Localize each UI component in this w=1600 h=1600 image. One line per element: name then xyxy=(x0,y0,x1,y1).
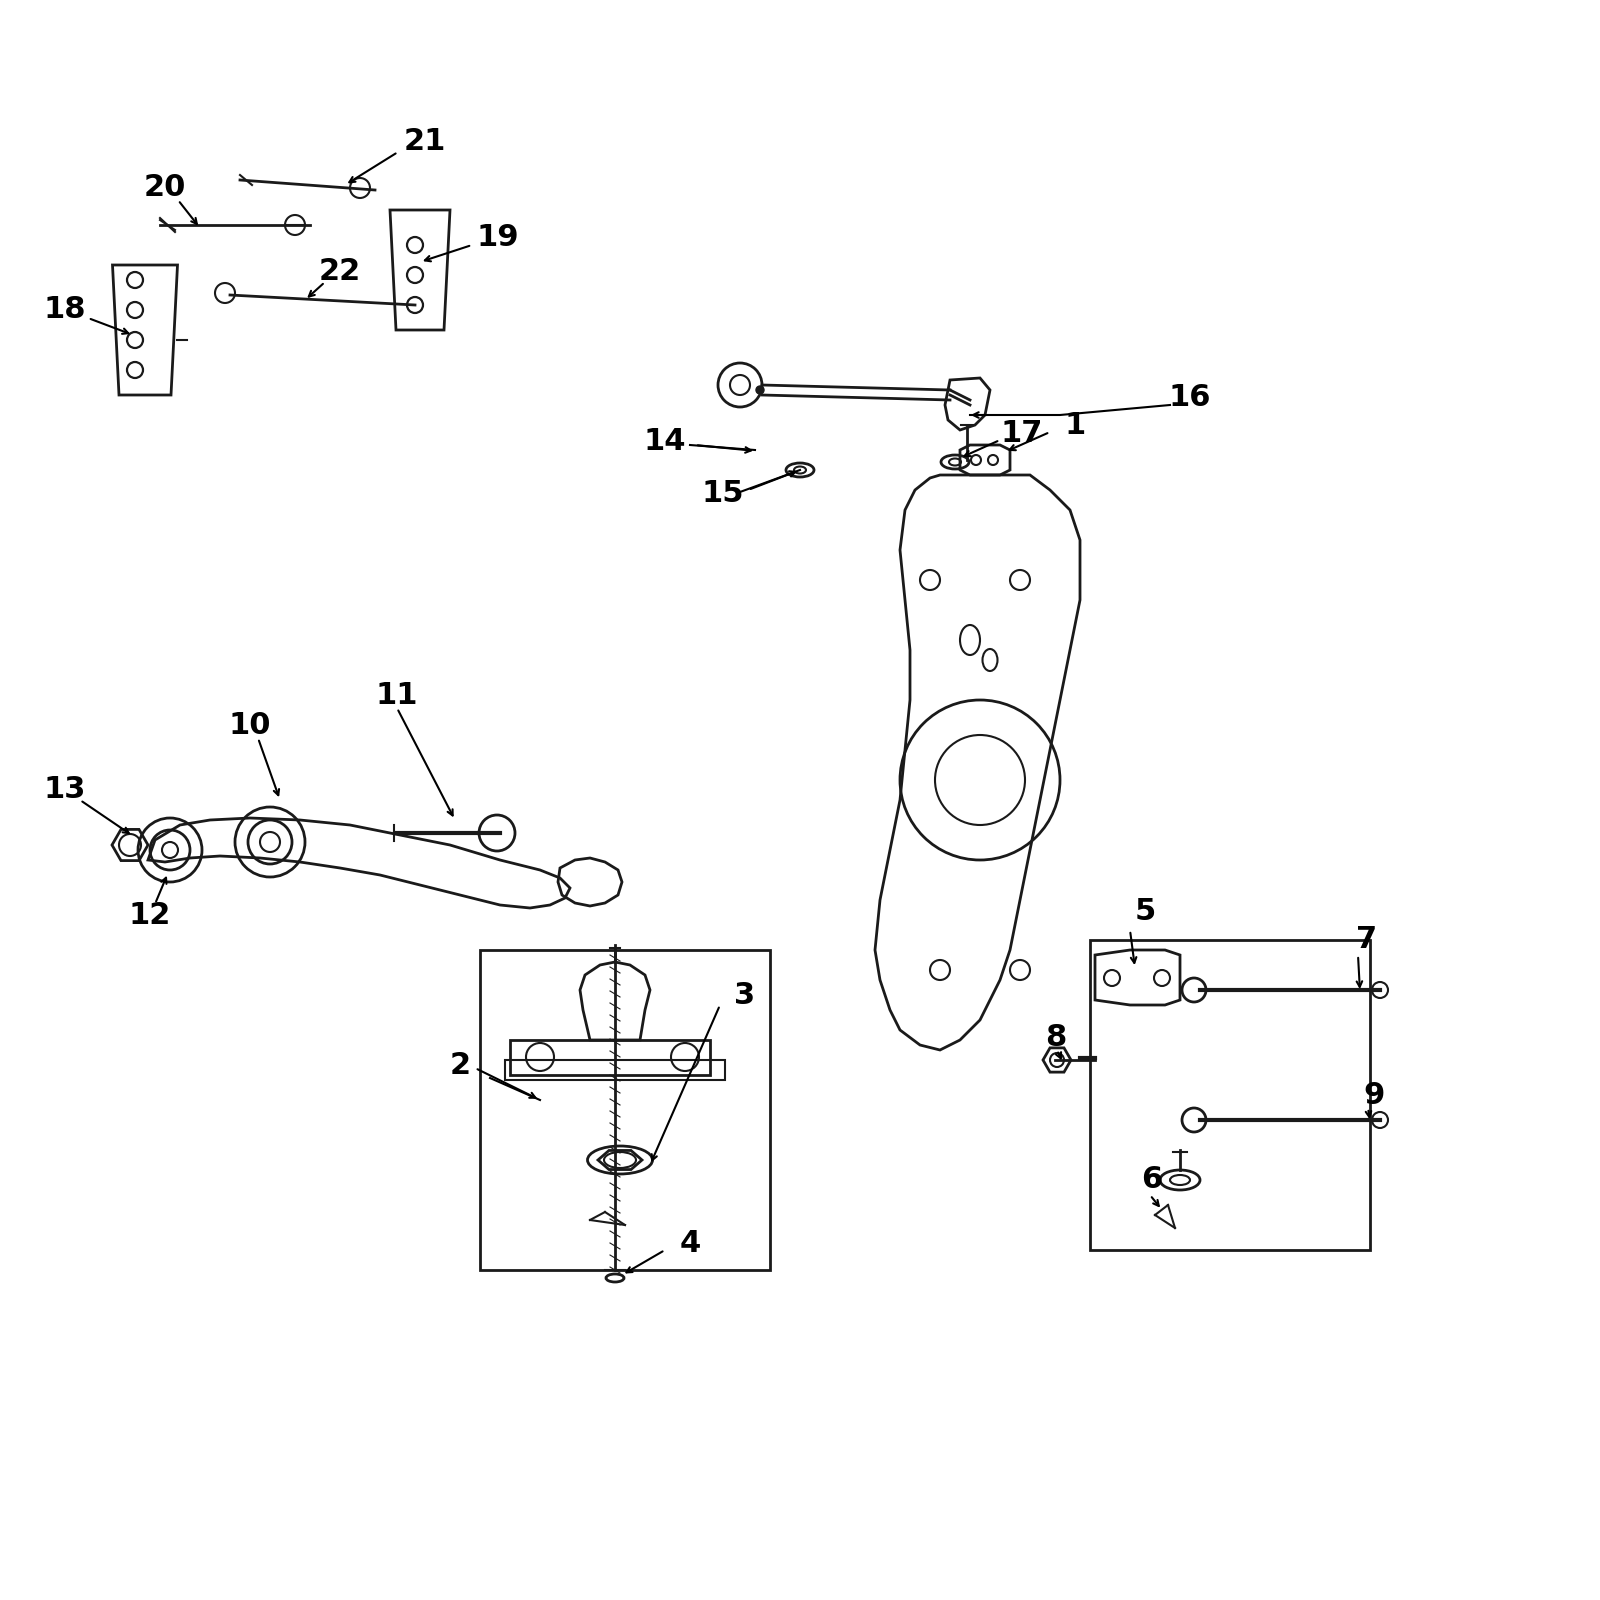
Circle shape xyxy=(757,386,765,394)
Text: 3: 3 xyxy=(734,981,755,1010)
Text: 8: 8 xyxy=(1045,1024,1067,1053)
Text: 19: 19 xyxy=(477,224,520,253)
Text: 17: 17 xyxy=(1002,419,1043,448)
Text: 1: 1 xyxy=(1064,411,1086,440)
Text: 20: 20 xyxy=(144,173,186,203)
Text: 12: 12 xyxy=(130,901,171,931)
Text: 11: 11 xyxy=(376,680,418,709)
Text: 10: 10 xyxy=(229,710,272,739)
Bar xyxy=(506,1059,725,1080)
Text: 9: 9 xyxy=(1363,1080,1384,1109)
Text: 7: 7 xyxy=(1357,925,1378,955)
Text: 6: 6 xyxy=(1141,1165,1163,1195)
Text: 16: 16 xyxy=(1168,384,1211,413)
Text: 22: 22 xyxy=(318,258,362,286)
Text: 2: 2 xyxy=(450,1051,470,1080)
Text: 5: 5 xyxy=(1134,898,1155,926)
Text: 15: 15 xyxy=(702,480,744,509)
Text: 21: 21 xyxy=(403,128,446,157)
Text: 18: 18 xyxy=(43,296,86,325)
Bar xyxy=(510,1040,710,1075)
Text: 4: 4 xyxy=(680,1229,701,1258)
Text: 13: 13 xyxy=(43,776,86,805)
Bar xyxy=(480,950,770,1270)
Text: 14: 14 xyxy=(643,427,686,456)
Bar xyxy=(1090,939,1370,1250)
